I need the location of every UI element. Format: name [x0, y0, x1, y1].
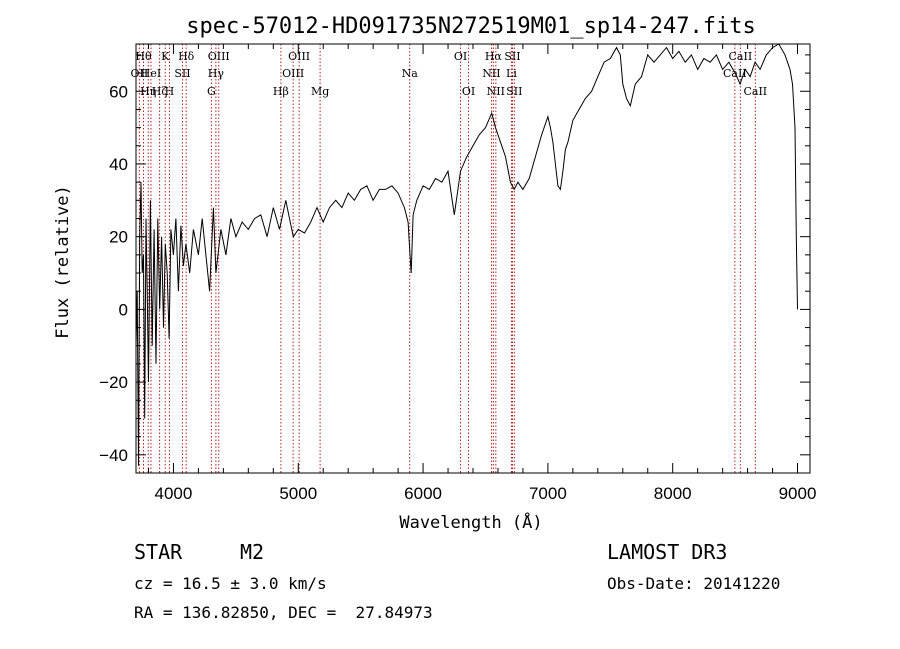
line-label: OIII [288, 50, 310, 63]
line-label: OIII [208, 50, 230, 63]
line-label: G [207, 85, 216, 98]
line-label: K [161, 50, 170, 63]
x-tick-label: 5000 [279, 484, 317, 503]
line-label: H [165, 85, 175, 98]
line-label: Mg [311, 85, 329, 98]
line-label: NII [482, 67, 500, 80]
x-tick-label: 9000 [779, 484, 817, 503]
line-label: Li [506, 67, 517, 80]
line-label: Hζ [152, 85, 168, 98]
observation-date: Obs-Date: 20141220 [607, 574, 781, 593]
line-label: HeI [141, 67, 161, 80]
x-axis-label: Wavelength (Å) [399, 511, 542, 533]
line-label: OIII [282, 67, 304, 80]
line-label: Hγ [208, 67, 225, 80]
line-label: SII [506, 85, 522, 98]
x-tick-label: 7000 [529, 484, 567, 503]
line-label: NII [487, 85, 505, 98]
line-label: OI [462, 85, 475, 98]
line-label: Na [402, 67, 419, 80]
object-class: STAR [134, 540, 183, 564]
line-markers [138, 44, 756, 473]
line-label: Hβ [273, 85, 289, 98]
plot-frame [135, 43, 811, 474]
y-tick-label: −40 [99, 446, 128, 465]
line-label: Hη [140, 85, 156, 98]
line-label: Hα [485, 50, 503, 63]
line-label: Hδ [178, 50, 195, 63]
redshift-cz: cz = 16.5 ± 3.0 km/s [134, 574, 327, 593]
line-label: CaII [729, 50, 753, 63]
ra-dec: RA = 136.82850, DEC = 27.84973 [134, 603, 433, 622]
y-tick-label: 0 [119, 300, 128, 319]
line-labels: OIIHθHηHeIHζKHSIIHδGHγOIIIHβOIIIOIIIMgNa… [131, 50, 768, 98]
y-tick-label: 20 [109, 228, 128, 247]
y-tick-label: −20 [99, 373, 128, 392]
chart-title: spec-57012-HD091735N272519M01_sp14-247.f… [186, 14, 756, 39]
line-label: SII [504, 50, 520, 63]
x-tick-label: 6000 [404, 484, 442, 503]
y-axis-label: Flux (relative) [53, 185, 73, 339]
axis-tick-labels: 4000 5000 6000 7000 8000 9000 −40 −20 0 20 40 60 [99, 82, 816, 503]
line-label: OI [454, 50, 467, 63]
axis-ticks [136, 44, 810, 473]
spectrum-line [135, 43, 798, 466]
object-subclass: M2 [240, 540, 265, 564]
x-tick-label: 4000 [155, 484, 193, 503]
survey-name: LAMOST DR3 [607, 540, 728, 564]
line-label: SII [174, 67, 190, 80]
x-tick-label: 8000 [654, 484, 692, 503]
line-label: Hθ [135, 50, 152, 63]
y-tick-label: 60 [109, 82, 128, 101]
line-label: CaII [743, 85, 767, 98]
y-tick-label: 40 [109, 155, 128, 174]
